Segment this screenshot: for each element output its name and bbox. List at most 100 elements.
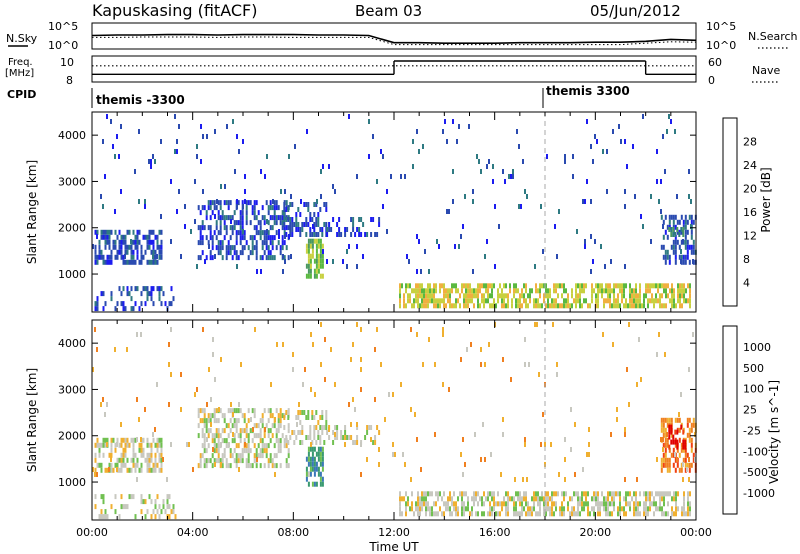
- range-gate-cell: [217, 428, 220, 434]
- range-gate-cell: [261, 423, 264, 429]
- velocity-ylabel: Slant Range [km]: [25, 368, 39, 472]
- range-gate-cell: [493, 491, 495, 497]
- range-gate-cell: [664, 259, 667, 265]
- range-gate-cell: [507, 501, 509, 507]
- range-gate-cell: [320, 194, 322, 199]
- range-gate-cell: [399, 298, 401, 304]
- range-gate-cell: [573, 491, 575, 497]
- range-gate-cell: [493, 303, 495, 309]
- range-gate-cell: [427, 288, 429, 294]
- range-gate-cell: [239, 230, 242, 236]
- range-gate-cell: [472, 189, 474, 194]
- range-gate-cell: [549, 506, 551, 512]
- range-gate-cell: [247, 458, 250, 464]
- range-gate-cell: [257, 433, 260, 439]
- range-gate-cell: [236, 264, 238, 269]
- range-gate-cell: [152, 254, 154, 259]
- range-gate-cell: [666, 417, 669, 423]
- range-gate-cell: [571, 506, 573, 512]
- range-gate-cell: [684, 462, 687, 468]
- range-gate-cell: [249, 448, 252, 454]
- range-gate-cell: [495, 501, 497, 507]
- range-gate-cell: [313, 435, 316, 440]
- range-gate-cell: [276, 342, 278, 347]
- range-gate-cell: [245, 433, 248, 439]
- range-gate-cell: [247, 418, 250, 424]
- range-gate-cell: [350, 217, 353, 222]
- range-gate-cell: [160, 139, 162, 144]
- range-gate-cell: [269, 428, 272, 434]
- range-gate-cell: [431, 506, 433, 512]
- range-gate-cell: [225, 255, 228, 261]
- range-gate-cell: [148, 244, 151, 250]
- range-gate-cell: [676, 444, 679, 450]
- range-gate-cell: [132, 249, 135, 255]
- range-gate-cell: [354, 232, 357, 237]
- range-gate-cell: [459, 303, 461, 309]
- range-gate-cell: [120, 442, 123, 448]
- range-gate-cell: [239, 220, 242, 226]
- range-gate-cell: [583, 298, 585, 304]
- range-gate-cell: [317, 253, 320, 259]
- range-gate-cell: [243, 235, 246, 241]
- range-gate-cell: [416, 234, 418, 239]
- range-gate-cell: [285, 435, 288, 440]
- range-gate-cell: [679, 283, 681, 289]
- range-gate-cell: [260, 269, 262, 274]
- range-gate-cell: [320, 322, 322, 327]
- range-gate-cell: [146, 296, 149, 302]
- range-gate-cell: [642, 114, 644, 119]
- range-gate-cell: [449, 496, 451, 502]
- range-gate-cell: [476, 154, 478, 159]
- range-gate-cell: [639, 501, 641, 507]
- range-gate-cell: [251, 205, 254, 211]
- range-gate-cell: [477, 288, 479, 294]
- range-gate-cell: [219, 230, 222, 236]
- range-gate-cell: [241, 210, 244, 216]
- range-gate-cell: [275, 220, 278, 226]
- range-gate-cell: [477, 501, 479, 507]
- range-gate-cell: [549, 303, 551, 309]
- range-gate-cell: [150, 514, 153, 520]
- range-gate-cell: [211, 438, 214, 444]
- range-gate-cell: [96, 437, 99, 443]
- range-gate-cell: [660, 467, 663, 473]
- range-gate-cell: [588, 442, 590, 447]
- range-gate-cell: [348, 244, 350, 249]
- range-gate-cell: [443, 283, 445, 289]
- range-gate-cell: [564, 159, 566, 164]
- range-gate-cell: [241, 453, 244, 459]
- range-gate-cell: [446, 139, 448, 144]
- range-gate-cell: [501, 288, 503, 294]
- range-gate-cell: [317, 471, 320, 477]
- range-gate-cell: [488, 159, 490, 164]
- range-gate-cell: [686, 249, 689, 255]
- range-gate-cell: [579, 293, 581, 299]
- range-gate-cell: [678, 452, 681, 458]
- range-gate-cell: [245, 458, 248, 464]
- range-gate-cell: [328, 222, 331, 227]
- range-gate-cell: [463, 283, 465, 289]
- range-gate-cell: [319, 263, 322, 269]
- range-gate-cell: [346, 249, 348, 254]
- range-gate-cell: [633, 506, 635, 512]
- range-gate-cell: [245, 423, 248, 429]
- range-gate-cell: [203, 433, 206, 439]
- range-gate-cell: [207, 458, 210, 464]
- range-gate-cell: [650, 239, 652, 244]
- range-gate-cell: [283, 443, 286, 449]
- range-gate-cell: [449, 303, 451, 309]
- range-gate-cell: [543, 293, 545, 299]
- range-gate-cell: [292, 367, 294, 372]
- range-gate-cell: [124, 442, 127, 448]
- range-gate-cell: [122, 452, 125, 458]
- range-gate-cell: [122, 234, 125, 240]
- range-gate-cell: [486, 239, 488, 244]
- range-gate-cell: [655, 501, 657, 507]
- range-gate-cell: [687, 511, 689, 517]
- range-gate-cell: [110, 447, 113, 453]
- range-gate-cell: [579, 511, 581, 517]
- range-gate-cell: [633, 491, 635, 497]
- range-gate-cell: [513, 506, 515, 512]
- range-gate-cell: [657, 491, 659, 497]
